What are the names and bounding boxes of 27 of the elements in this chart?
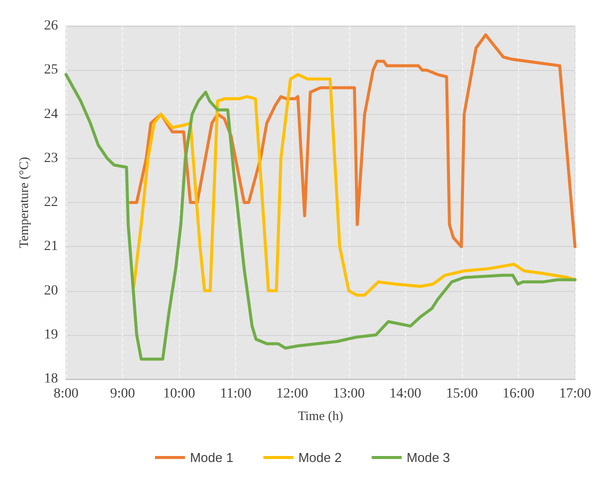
- x-tick-label: 8:00: [54, 386, 78, 402]
- y-tick-label: 25: [44, 62, 58, 78]
- x-tick-label: 10:00: [163, 386, 196, 402]
- y-tick-label: 18: [44, 372, 58, 386]
- legend-label: Mode 2: [298, 450, 342, 465]
- y-tick-label: 22: [44, 195, 58, 210]
- x-axis-title: Time (h): [298, 408, 344, 423]
- legend-label: Mode 1: [190, 450, 234, 465]
- line-series: [132, 73, 576, 297]
- x-tick-label: 9:00: [110, 386, 135, 402]
- line-series: [128, 33, 576, 248]
- x-tick-label: 16:00: [502, 386, 534, 402]
- y-tick-label: 26: [44, 18, 58, 34]
- x-tick-label: 12:00: [276, 386, 308, 402]
- y-tick-label: 19: [44, 327, 58, 342]
- y-axis-title: Temperature (°C): [16, 156, 31, 248]
- x-tick-label: 13:00: [332, 386, 365, 402]
- legend-label: Mode 3: [406, 450, 450, 465]
- y-tick-label: 21: [44, 239, 58, 254]
- x-tick-label: 11:00: [220, 386, 252, 402]
- x-tick-label: 17:00: [559, 386, 591, 402]
- y-tick-label: 23: [44, 150, 58, 166]
- y-tick-label: 20: [44, 283, 58, 298]
- x-tick-label: 14:00: [389, 386, 422, 402]
- x-tick-label: 15:00: [446, 386, 478, 402]
- line-series: [64, 73, 576, 361]
- y-tick-label: 24: [44, 106, 58, 122]
